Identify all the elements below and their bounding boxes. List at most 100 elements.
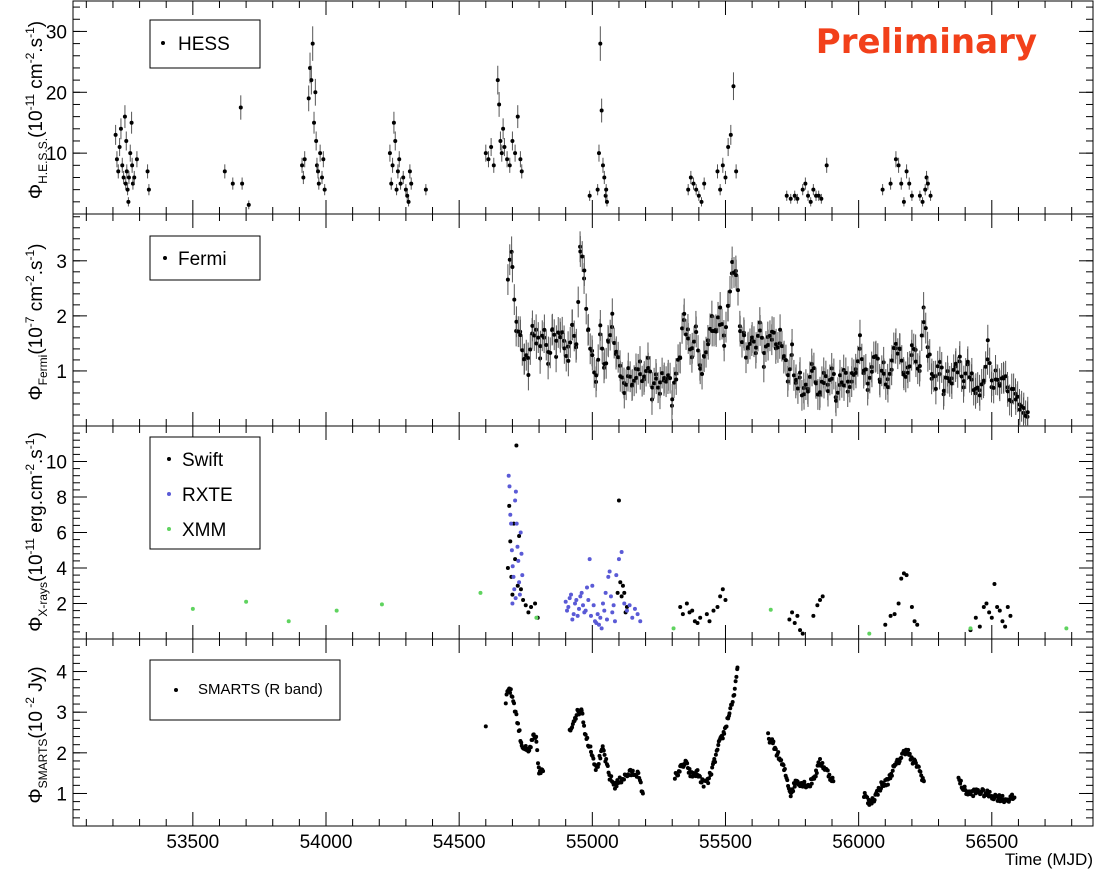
data-point [514, 443, 519, 448]
panel-frame-smarts [72, 638, 1094, 827]
data-point [1010, 792, 1015, 797]
data-point [515, 114, 520, 119]
data-point [614, 784, 619, 789]
data-point [917, 363, 922, 368]
data-point [526, 372, 531, 377]
data-point [885, 782, 890, 787]
data-point [387, 151, 392, 156]
data-point [706, 342, 711, 347]
data-point [517, 728, 522, 733]
data-point [662, 376, 667, 381]
data-point [1017, 407, 1022, 412]
data-point [507, 257, 512, 262]
data-point [599, 108, 604, 113]
data-point [230, 181, 235, 186]
data-point [743, 355, 748, 360]
data-point [881, 371, 886, 376]
data-point [636, 770, 641, 775]
data-point [638, 372, 643, 377]
data-point [478, 590, 483, 595]
data-point [574, 597, 579, 602]
data-point [393, 138, 398, 143]
data-point [1000, 619, 1005, 624]
data-point [962, 784, 967, 789]
data-point [826, 389, 831, 394]
data-point [781, 763, 786, 768]
data-point [672, 380, 677, 385]
data-point [919, 333, 924, 338]
data-point [321, 157, 326, 162]
data-point [407, 169, 412, 174]
data-point [508, 690, 513, 695]
data-point [697, 774, 702, 779]
data-point [899, 576, 904, 581]
data-point [707, 619, 712, 624]
data-point [916, 764, 921, 769]
data-point [879, 368, 884, 373]
data-point [973, 615, 978, 620]
data-point [606, 574, 611, 579]
data-point [508, 539, 513, 544]
data-point [921, 779, 926, 784]
data-point [1003, 374, 1008, 379]
data-point [730, 259, 735, 264]
data-point [963, 371, 968, 376]
data-point [939, 365, 944, 370]
data-point [132, 175, 137, 180]
data-point [945, 376, 950, 381]
data-point [580, 254, 585, 259]
data-point [684, 332, 689, 337]
data-point [526, 610, 531, 615]
data-point [928, 193, 933, 198]
data-point [654, 376, 659, 381]
data-point [544, 343, 549, 348]
data-point [1003, 624, 1008, 629]
y-tick-label: 2 [56, 307, 67, 328]
data-point [598, 756, 603, 761]
data-point [554, 338, 559, 343]
data-point [784, 193, 789, 198]
data-point [792, 193, 797, 198]
data-point [759, 335, 764, 340]
data-point [114, 157, 119, 162]
data-point [508, 687, 513, 692]
data-point [806, 389, 811, 394]
data-point [129, 120, 134, 125]
data-point [624, 608, 629, 613]
data-point [690, 608, 695, 613]
data-point [722, 731, 727, 736]
data-point [580, 711, 585, 716]
data-point [958, 778, 963, 783]
data-point [880, 187, 885, 192]
data-point [734, 273, 739, 278]
data-point [985, 338, 990, 343]
data-point [883, 622, 888, 627]
data-point [859, 357, 864, 362]
x-tick-label: 54500 [433, 832, 486, 853]
data-point [790, 342, 795, 347]
data-point [513, 489, 518, 494]
data-point [690, 346, 695, 351]
data-point [877, 379, 882, 384]
data-point [841, 368, 846, 373]
data-point [519, 551, 524, 556]
data-point [808, 199, 813, 204]
data-point [604, 187, 609, 192]
data-point [977, 624, 982, 629]
data-point [771, 739, 776, 744]
data-point [596, 357, 601, 362]
data-point [483, 724, 488, 729]
data-point [965, 359, 970, 364]
data-point [728, 289, 733, 294]
data-point [642, 374, 647, 379]
data-point [409, 181, 414, 186]
data-point [698, 615, 703, 620]
data-point [813, 774, 818, 779]
data-point [792, 784, 797, 789]
data-point [672, 776, 677, 781]
data-point [787, 617, 792, 622]
data-point [130, 163, 135, 168]
data-point [541, 769, 546, 774]
data-point [610, 610, 615, 615]
